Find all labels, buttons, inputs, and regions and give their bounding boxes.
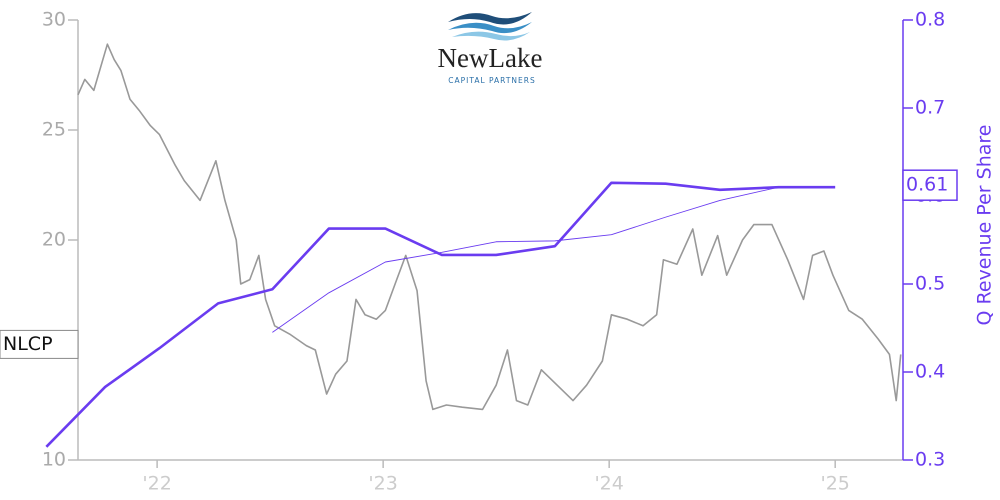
y-tick-label: 20 [42,229,66,251]
logo-name: NewLake [438,43,543,73]
value-label-box [902,169,958,201]
value-label: 0.61 [906,174,948,196]
logo: NewLake CAPITAL PARTNERS [438,12,543,85]
y-tick-label: 30 [42,9,66,31]
series-line [45,181,836,448]
y2-axis-label: Q Revenue Per Share [974,125,996,326]
series-line [77,43,902,411]
y2-tick-label: 0.7 [915,97,945,119]
y-tick-label: 25 [42,119,66,141]
y2-tick-label: 0.3 [915,449,945,471]
x-tick-label: '22 [142,473,171,495]
series-line [272,186,779,333]
logo-wave [448,22,532,34]
label-box [0,329,79,359]
y2-tick-label: 0.5 [915,273,945,295]
series-name-label: NLCP [3,333,53,355]
logo-wave [452,31,530,41]
y2-tick-label: 0.4 [915,361,945,383]
x-tick-label: '25 [820,473,849,495]
plot-area [45,43,902,448]
logo-tagline: CAPITAL PARTNERS [448,76,536,85]
logo-wave [448,12,532,25]
y-tick-label: 10 [42,449,66,471]
y2-tick-label: 0.8 [915,9,945,31]
x-tick-label: '24 [594,473,623,495]
x-tick-label: '23 [368,473,397,495]
